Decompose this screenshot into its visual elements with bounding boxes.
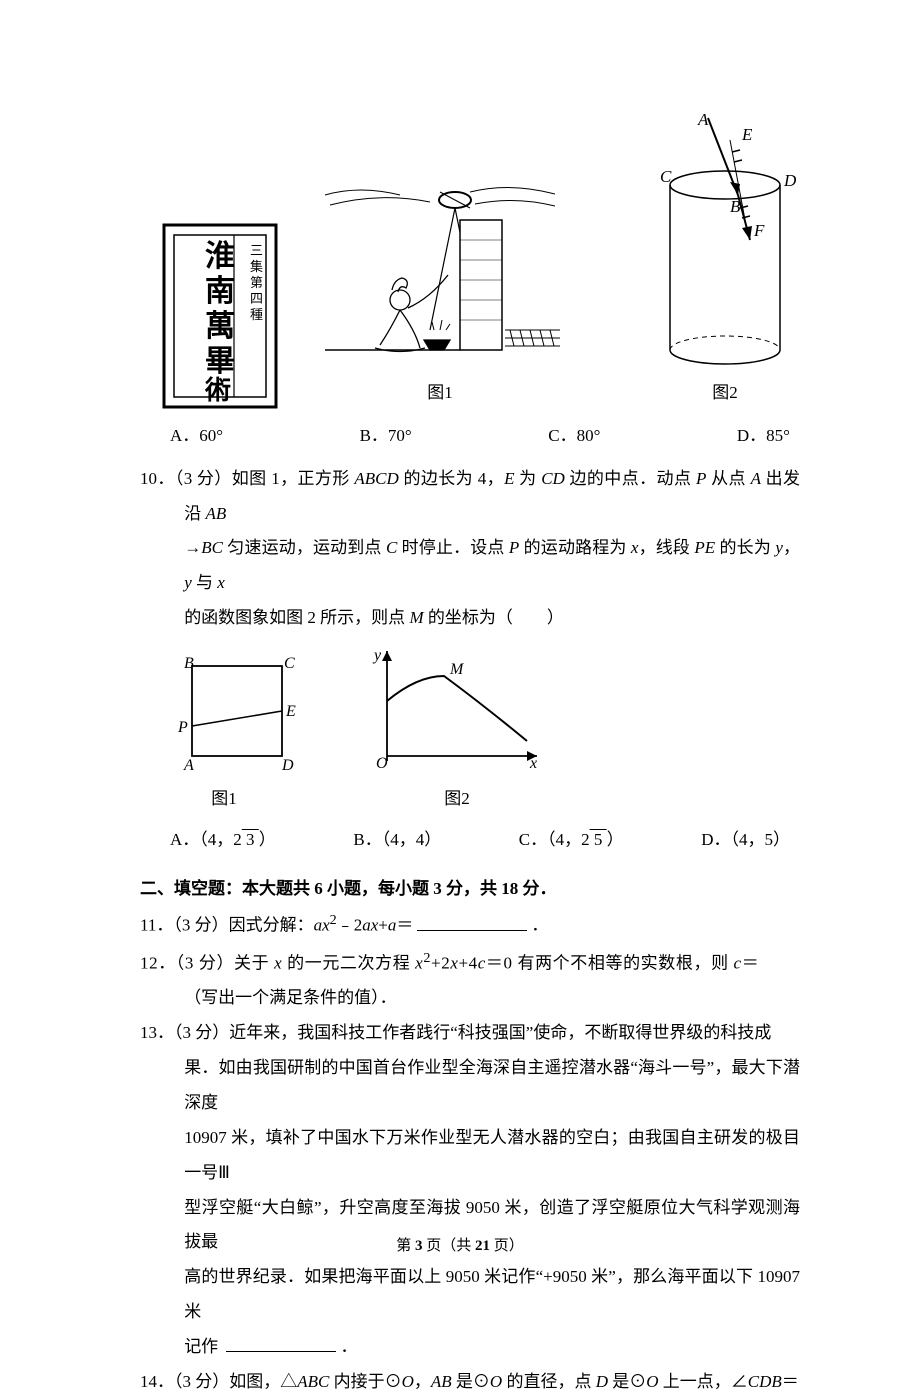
svg-text:y: y xyxy=(372,647,382,664)
footer-post: 页） xyxy=(490,1238,524,1254)
q10-line3: 的函数图象如图 2 所示，则点 M 的坐标为（ ） xyxy=(140,601,800,636)
svg-text:C: C xyxy=(660,167,672,186)
svg-text:P: P xyxy=(177,719,188,736)
svg-text:術: 術 xyxy=(204,376,231,405)
section-2-heading: 二、填空题：本大题共 6 小题，每小题 3 分，共 18 分． xyxy=(140,872,800,907)
illustration-svg xyxy=(320,180,560,370)
svg-text:M: M xyxy=(449,661,465,678)
svg-text:E: E xyxy=(741,125,753,144)
graph-svg: O x y M xyxy=(362,646,552,776)
q9-caption-2: 图2 xyxy=(712,376,738,411)
q9-caption-1: 图1 xyxy=(427,376,453,411)
svg-text:O: O xyxy=(376,755,388,772)
svg-text:種: 種 xyxy=(250,307,263,322)
q13-line3: 10907 米，填补了中国水下万米作业型无人潜水器的空白；由我国自主研发的极目一… xyxy=(140,1121,800,1191)
q13-line2: 果．如由我国研制的中国首台作业型全海深自主遥控潜水器“海斗一号”，最大下潜深度 xyxy=(140,1051,800,1121)
svg-text:x: x xyxy=(529,755,537,772)
q14-line1: 14．（3 分）如图，△ABC 内接于⊙O，AB 是⊙O 的直径，点 D 是⊙O… xyxy=(140,1365,800,1400)
q13-line6: 记作 ． xyxy=(140,1330,800,1365)
q10-opt-a: A．（4，2 3 ） xyxy=(170,823,276,858)
svg-text:A: A xyxy=(183,757,194,774)
q10-fig-square: B C E P A D 图1 xyxy=(146,656,302,817)
cylinder-svg: A E C D B F xyxy=(650,110,800,370)
q9-figure-row: 淮 南 萬 畢 術 三 集 第 四 種 xyxy=(140,110,800,411)
q10-caption-2: 图2 xyxy=(444,782,470,817)
q10-opt-c: C．（4，2 5 ） xyxy=(519,823,624,858)
svg-text:D: D xyxy=(783,171,797,190)
svg-text:C: C xyxy=(284,656,295,672)
q10-caption-1: 图1 xyxy=(211,782,237,817)
svg-text:畢: 畢 xyxy=(205,345,235,378)
svg-text:E: E xyxy=(285,703,296,720)
q12-line2: （写出一个满足条件的值）． xyxy=(140,981,800,1016)
q10-line1: 10．（3 分）如图 1，正方形 ABCD 的边长为 4，E 为 CD 边的中点… xyxy=(140,462,800,532)
q11-blank xyxy=(417,913,527,931)
q10-line2: →BC 匀速运动，运动到点 C 时停止．设点 P 的运动路程为 x，线段 PE … xyxy=(140,531,800,601)
svg-text:B: B xyxy=(184,656,194,672)
svg-text:B: B xyxy=(730,197,741,216)
q9-opt-a: A．60° xyxy=(170,419,223,454)
q9-fig-book: 淮 南 萬 畢 術 三 集 第 四 種 xyxy=(160,221,280,411)
svg-text:萬: 萬 xyxy=(205,310,235,343)
q10-opt-d: D．（4，5） xyxy=(701,823,790,858)
svg-text:D: D xyxy=(281,757,294,774)
page-footer: 第 3 页（共 21 页） xyxy=(0,1231,920,1262)
q9-fig-cylinder: A E C D B F 图2 xyxy=(650,110,800,411)
svg-text:第: 第 xyxy=(250,275,263,290)
svg-text:A: A xyxy=(697,110,709,129)
q9-fig-illustration: 图1 xyxy=(320,180,560,411)
q13-line1: 13．（3 分）近年来，我国科技工作者践行“科技强国”使命，不断取得世界级的科技… xyxy=(140,1016,800,1051)
q13-line6-pre: 记作 xyxy=(184,1337,218,1356)
footer-pre: 第 xyxy=(396,1238,415,1254)
svg-text:淮: 淮 xyxy=(205,240,235,273)
q13-line6-post: ． xyxy=(340,1337,357,1356)
q9-opt-d: D．85° xyxy=(737,419,790,454)
svg-text:南: 南 xyxy=(205,275,235,308)
q10-fig-graph: O x y M 图2 xyxy=(362,646,552,817)
svg-text:F: F xyxy=(753,221,765,240)
q10-options: A．（4，2 3 ） B．（4，4） C．（4，2 5 ） D．（4，5） xyxy=(140,821,800,866)
svg-text:三: 三 xyxy=(250,243,263,258)
q9-opt-c: C．80° xyxy=(548,419,600,454)
q9-options: A．60° B．70° C．80° D．85° xyxy=(140,417,800,462)
footer-total: 21 xyxy=(475,1238,490,1254)
q9-opt-b: B．70° xyxy=(360,419,412,454)
footer-mid: 页（共 xyxy=(422,1238,475,1254)
svg-text:四: 四 xyxy=(250,291,263,306)
q10-figure-row: B C E P A D 图1 O x y M xyxy=(146,646,800,817)
q13-blank xyxy=(226,1334,336,1352)
q13-line5: 高的世界纪录．如果把海平面以上 9050 米记作“+9050 米”，那么海平面以… xyxy=(140,1260,800,1330)
q12-line1: 12．（3 分）关于 x 的一元二次方程 x2+2x+4c＝0 有两个不相等的实… xyxy=(140,944,800,982)
q11: 11．（3 分）因式分解：ax2﹣2ax+a＝． xyxy=(140,906,800,944)
square-svg: B C E P A D xyxy=(172,656,302,776)
svg-text:集: 集 xyxy=(250,259,263,274)
book-svg: 淮 南 萬 畢 術 三 集 第 四 種 xyxy=(160,221,280,411)
q10-opt-b: B．（4，4） xyxy=(353,823,441,858)
